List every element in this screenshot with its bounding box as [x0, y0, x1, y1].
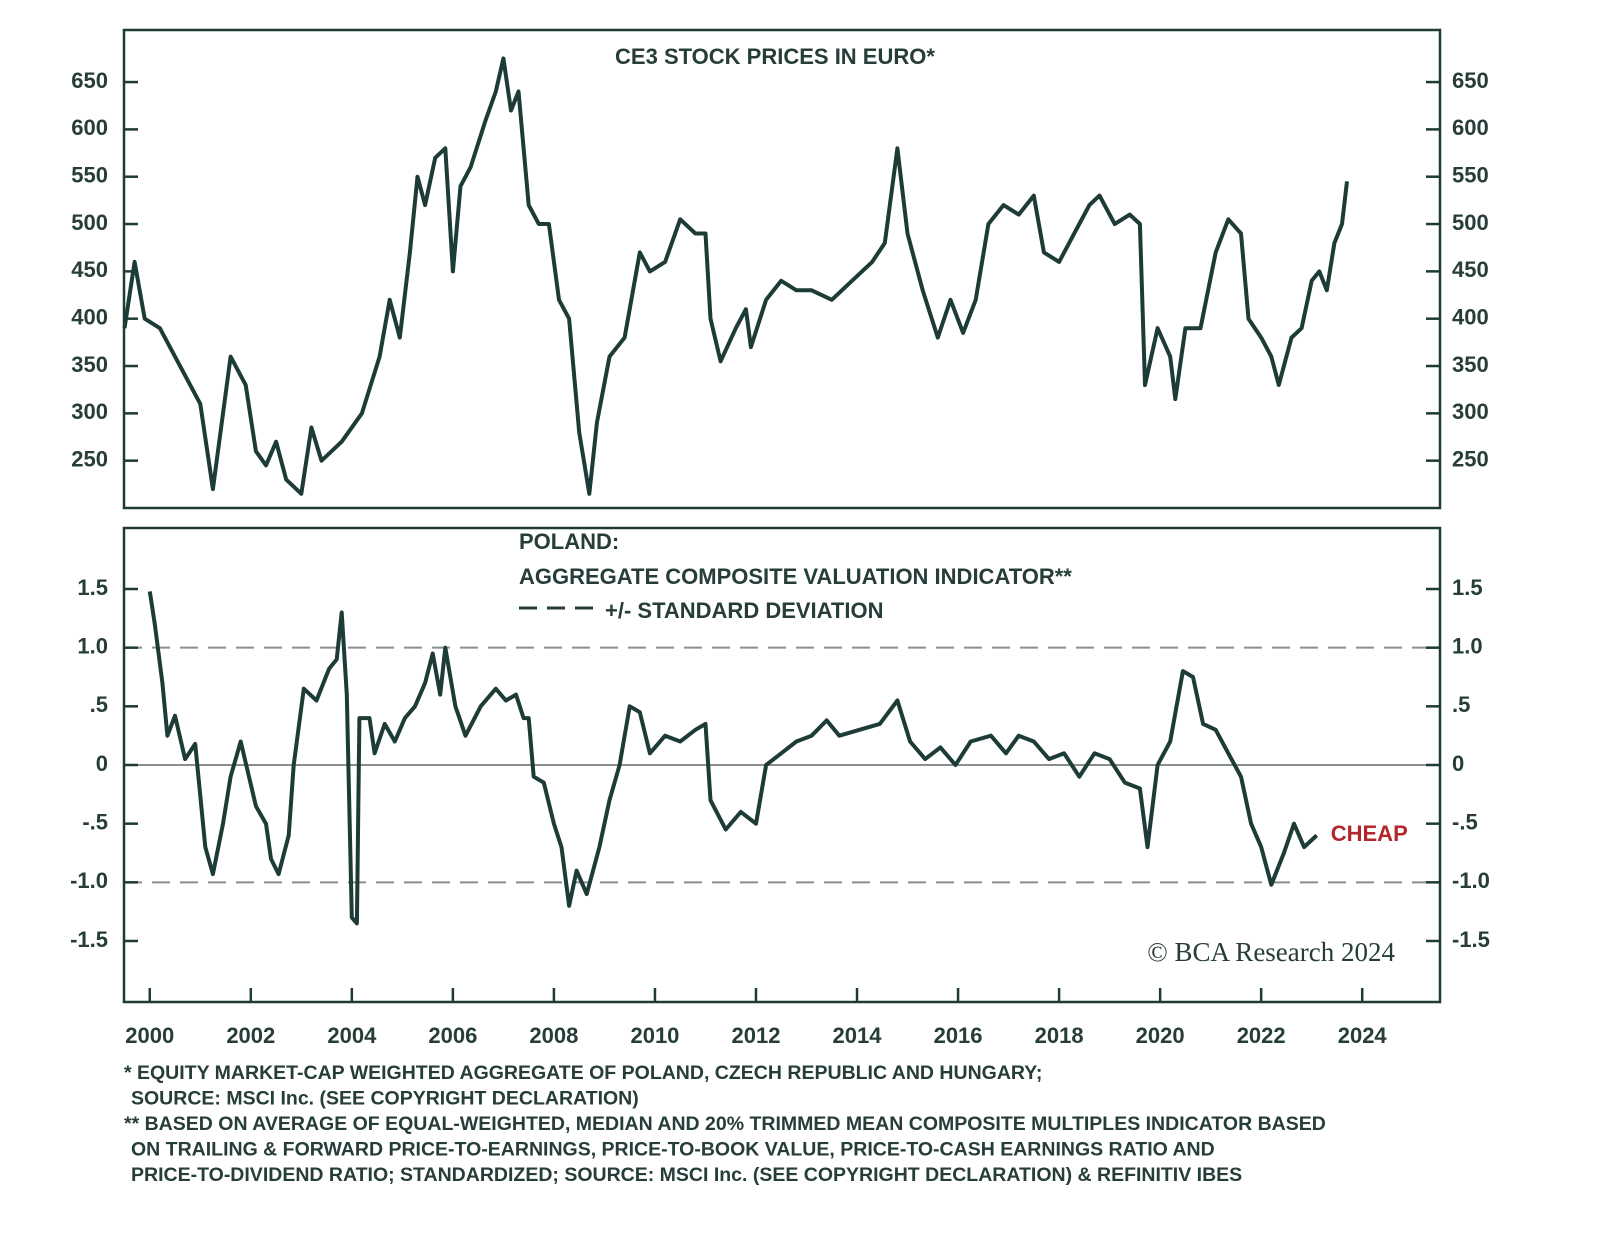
y-tick-label-right: -1.5: [1452, 927, 1490, 952]
y-tick-label-right: 600: [1452, 115, 1489, 140]
y-tick-label: 1.0: [77, 633, 108, 658]
x-tick-label: 2008: [529, 1023, 578, 1048]
y-tick-label-right: -.5: [1452, 809, 1478, 834]
x-tick-label: 2024: [1338, 1023, 1388, 1048]
y-tick-label-right: 450: [1452, 257, 1489, 282]
y-tick-label: 0: [96, 751, 108, 776]
y-tick-label-right: 1.5: [1452, 575, 1483, 600]
y-tick-label: 400: [71, 305, 108, 330]
x-tick-label: 2010: [630, 1023, 679, 1048]
y-tick-label: 600: [71, 115, 108, 140]
x-tick-label: 2016: [934, 1023, 983, 1048]
y-tick-label-right: 500: [1452, 210, 1489, 235]
copyright: © BCA Research 2024: [1147, 937, 1395, 967]
footnote: * EQUITY MARKET-CAP WEIGHTED AGGREGATE O…: [124, 1062, 1042, 1084]
y-tick-label-right: 300: [1452, 399, 1489, 424]
y-tick-label: 450: [71, 257, 108, 282]
y-tick-label: -1.0: [70, 868, 108, 893]
x-tick-label: 2002: [226, 1023, 275, 1048]
top-panel-frame: [122, 28, 1442, 510]
x-tick-label: 2018: [1035, 1023, 1084, 1048]
data-line: [122, 56, 1349, 496]
footnote: PRICE-TO-DIVIDEND RATIO; STANDARDIZED; S…: [131, 1164, 1242, 1186]
annotation: CHEAP: [1331, 821, 1408, 846]
x-tick-label: 2006: [428, 1023, 477, 1048]
y-tick-label-right: 400: [1452, 305, 1489, 330]
legend-label: AGGREGATE COMPOSITE VALUATION INDICATOR*…: [519, 564, 1072, 589]
y-tick-label: -1.5: [70, 927, 108, 952]
x-tick-label: 2004: [327, 1023, 377, 1048]
y-tick-label-right: 0: [1452, 751, 1464, 776]
y-tick-label: .5: [90, 692, 108, 717]
x-tick-label: 2020: [1136, 1023, 1185, 1048]
footnote: ** BASED ON AVERAGE OF EQUAL-WEIGHTED, M…: [124, 1113, 1326, 1135]
y-tick-label: 550: [71, 163, 108, 188]
y-tick-label-right: 350: [1452, 352, 1489, 377]
y-tick-label-right: 650: [1452, 68, 1489, 93]
y-tick-label: 250: [71, 446, 108, 471]
x-tick-label: 2022: [1237, 1023, 1286, 1048]
data-line: [147, 591, 1319, 926]
y-tick-label: 650: [71, 68, 108, 93]
y-tick-label: 500: [71, 210, 108, 235]
y-tick-label-right: -1.0: [1452, 868, 1490, 893]
y-tick-label-right: 550: [1452, 163, 1489, 188]
y-tick-label: 350: [71, 352, 108, 377]
y-tick-label-right: .5: [1452, 692, 1470, 717]
x-tick-label: 2014: [833, 1023, 883, 1048]
legend-label: +/- STANDARD DEVIATION: [605, 598, 883, 623]
y-tick-label-right: 1.0: [1452, 633, 1483, 658]
y-tick-label: -.5: [82, 809, 108, 834]
x-tick-label: 2012: [732, 1023, 781, 1048]
footnote: ON TRAILING & FORWARD PRICE-TO-EARNINGS,…: [131, 1139, 1215, 1161]
footnote: SOURCE: MSCI Inc. (SEE COPYRIGHT DECLARA…: [131, 1088, 639, 1110]
y-tick-label: 1.5: [77, 575, 108, 600]
legend-title: POLAND:: [519, 529, 619, 554]
y-tick-label: 300: [71, 399, 108, 424]
x-tick-label: 2000: [125, 1023, 174, 1048]
y-tick-label-right: 250: [1452, 446, 1489, 471]
chart-title: CE3 STOCK PRICES IN EURO*: [615, 44, 935, 69]
